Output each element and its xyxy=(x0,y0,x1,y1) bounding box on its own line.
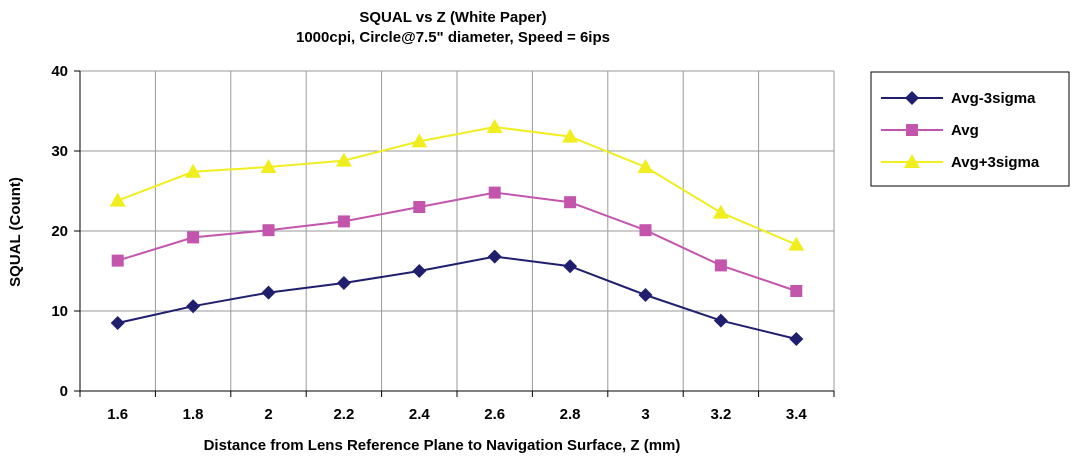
data-point xyxy=(638,288,653,302)
x-tick-label: 3.2 xyxy=(710,406,731,423)
data-point xyxy=(564,196,577,209)
data-point xyxy=(109,192,126,207)
chart-title: SQUAL vs Z (White Paper) xyxy=(359,9,546,26)
data-point xyxy=(336,276,351,290)
legend-label: Avg xyxy=(951,122,979,139)
x-tick-label: 1.8 xyxy=(183,406,204,423)
data-point xyxy=(713,313,728,328)
data-point xyxy=(486,119,503,133)
series-line-avg xyxy=(117,191,797,292)
data-point xyxy=(637,159,654,173)
data-point xyxy=(337,215,350,228)
series-line-avg-3sigma xyxy=(117,255,797,340)
legend-marker xyxy=(906,124,918,136)
data-point xyxy=(712,204,729,219)
chart-subtitle: 1000cpi, Circle@7.5" diameter, Speed = 6… xyxy=(296,29,610,46)
data-point xyxy=(185,163,202,178)
data-point xyxy=(262,224,275,237)
data-point xyxy=(788,236,805,251)
data-point xyxy=(261,285,276,300)
legend: Avg-3sigma Avg Avg+3sigma xyxy=(870,71,1070,187)
series-line-avg-3sigma xyxy=(117,125,797,246)
data-point xyxy=(714,259,727,272)
y-tick-label: 0 xyxy=(60,383,68,400)
x-tick-label: 3 xyxy=(641,406,649,423)
legend-label: Avg+3sigma xyxy=(951,154,1040,171)
x-tick-label: 2.2 xyxy=(333,406,354,423)
x-tick-label: 2.4 xyxy=(409,406,431,423)
data-point xyxy=(111,254,124,267)
legend-marker xyxy=(904,154,920,168)
data-point xyxy=(260,159,277,173)
legend-marker xyxy=(905,91,919,105)
y-tick-label: 30 xyxy=(51,143,68,160)
data-point xyxy=(562,128,579,143)
data-point xyxy=(488,186,501,199)
data-point xyxy=(110,316,125,330)
data-point xyxy=(639,224,652,237)
data-point xyxy=(563,259,578,274)
x-tick-label: 2.6 xyxy=(484,406,505,423)
plot-area: 0 10 20 30 40 1.6 1.8 2 2.2 2.4 2.6 2.8 3 3.2 3.4 xyxy=(51,63,835,423)
data-point xyxy=(412,264,427,278)
data-point xyxy=(790,285,803,297)
y-tick-label: 40 xyxy=(51,63,68,80)
legend-label: Avg-3sigma xyxy=(951,90,1036,107)
y-axis-label: SQUAL (Count) xyxy=(7,177,24,287)
data-point xyxy=(487,249,502,264)
data-point xyxy=(335,152,352,167)
x-tick-label: 3.4 xyxy=(786,406,808,423)
y-tick-label: 20 xyxy=(51,223,68,240)
data-point xyxy=(411,133,428,148)
y-tick-label: 10 xyxy=(51,303,68,320)
x-tick-label: 2.8 xyxy=(560,406,581,423)
x-axis-label: Distance from Lens Reference Plane to Na… xyxy=(204,437,681,454)
data-point xyxy=(789,332,804,346)
x-tick-label: 1.6 xyxy=(107,406,128,423)
data-point xyxy=(413,201,426,213)
x-tick-label: 2 xyxy=(264,406,272,423)
data-point xyxy=(187,231,200,244)
data-point xyxy=(186,299,201,314)
